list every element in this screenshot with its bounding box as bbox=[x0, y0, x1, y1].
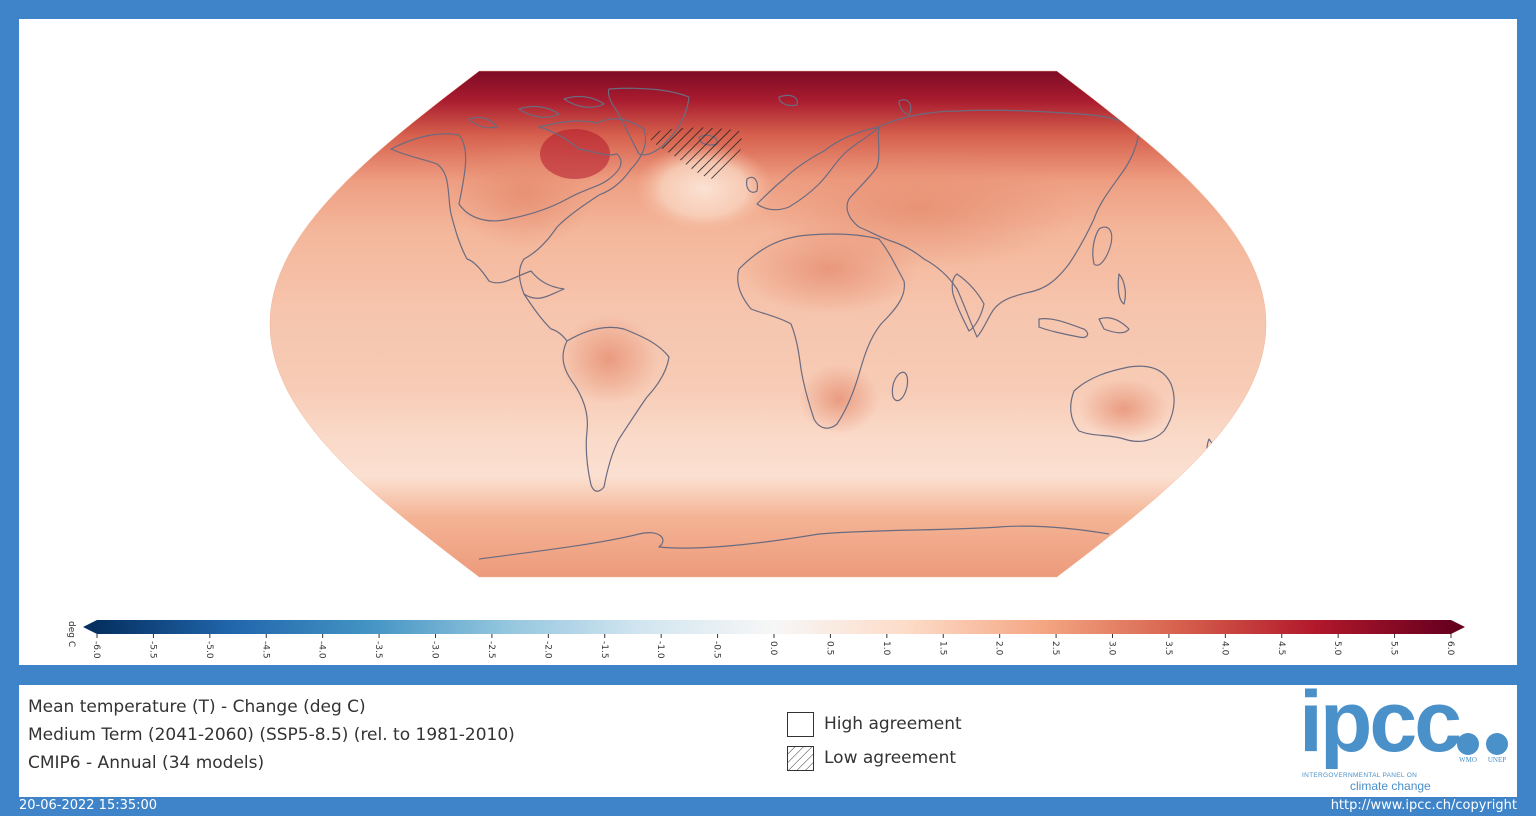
colorbar-tick-label: 6.0 bbox=[1445, 641, 1455, 656]
colorbar-tick-label: 4.5 bbox=[1276, 641, 1286, 655]
ipcc-subtitle: INTERGOVERNMENTAL PANEL ON bbox=[1302, 772, 1418, 779]
colorbar-tick-label: -1.0 bbox=[655, 641, 665, 659]
low-agreement-label: Low agreement bbox=[824, 748, 957, 768]
colorbar-tick-label: 3.0 bbox=[1107, 641, 1117, 656]
temperature-field bbox=[270, 71, 1266, 577]
colorbar: deg C -6.0 -5.5 -5.0 -4.5 -4.0 -3.5 -3.0 -2.5 -2… bbox=[66, 620, 1465, 659]
colorbar-tick-label: -1.5 bbox=[599, 641, 609, 659]
info-panel: Mean temperature (T) - Change (deg C) Me… bbox=[19, 679, 1517, 797]
colorbar-tick-label: -4.5 bbox=[260, 641, 270, 659]
ipcc-logo: ipcc INTERGOVERNMENTAL PANEL ON climate … bbox=[1299, 679, 1508, 797]
colorbar-tick-label: 0.0 bbox=[768, 641, 778, 656]
dataset-info: CMIP6 - Annual (34 models) bbox=[28, 753, 265, 773]
colorbar-tick-label: -3.5 bbox=[373, 641, 383, 659]
colorbar-max-extend bbox=[1451, 620, 1465, 634]
high-agreement-label: High agreement bbox=[824, 714, 962, 734]
wmo-emblem-icon bbox=[1457, 733, 1479, 755]
map-panel: deg C -6.0 -5.5 -5.0 -4.5 -4.0 -3.5 -3.0 -2.5 -2… bbox=[19, 19, 1517, 665]
low-agreement-swatch bbox=[787, 745, 814, 771]
north-atlantic-warming-hole bbox=[634, 144, 774, 234]
ipcc-wordmark: ipcc bbox=[1299, 674, 1462, 770]
colorbar-tick-label: 1.0 bbox=[881, 641, 891, 656]
colorbar-tick-label: -2.0 bbox=[542, 641, 552, 659]
wmo-logo: WMO bbox=[1454, 733, 1482, 764]
colorbar-tick-label: -2.5 bbox=[486, 641, 496, 659]
legend-low-agreement: Low agreement bbox=[787, 745, 956, 771]
colorbar-tick-label: -4.0 bbox=[317, 641, 327, 659]
colorbar-gradient bbox=[97, 620, 1451, 634]
ipcc-tagline: climate change bbox=[1350, 779, 1431, 793]
colorbar-tick-label: 2.0 bbox=[994, 641, 1004, 656]
colorbar-tick-label: 3.5 bbox=[1163, 641, 1173, 655]
timestamp: 20-06-2022 15:35:00 bbox=[19, 798, 158, 813]
colorbar-min-extend bbox=[83, 620, 97, 634]
colorbar-tick-label: -5.0 bbox=[204, 641, 214, 659]
colorbar-tick-label: 2.5 bbox=[1050, 641, 1060, 655]
unep-logo: UNEP bbox=[1483, 733, 1511, 764]
colorbar-tick-label: 1.5 bbox=[937, 641, 947, 655]
legend-high-agreement: High agreement bbox=[787, 711, 962, 737]
world-map: deg C -6.0 -5.5 -5.0 -4.5 -4.0 -3.5 -3.0 -2.5 -2… bbox=[66, 70, 1465, 659]
high-agreement-swatch bbox=[787, 711, 814, 737]
colorbar-tick-label: 4.0 bbox=[1219, 641, 1229, 656]
colorbar-tick-label: 5.5 bbox=[1389, 641, 1399, 655]
unep-emblem-icon bbox=[1486, 733, 1508, 755]
colorbar-tick-label: 5.0 bbox=[1332, 641, 1342, 656]
colorbar-tick-label: -6.0 bbox=[91, 641, 101, 659]
colorbar-unit-label: deg C bbox=[66, 621, 76, 647]
coastlines bbox=[390, 87, 1217, 560]
colorbar-tick-label: -5.5 bbox=[147, 641, 157, 659]
period-scenario: Medium Term (2041-2060) (SSP5-8.5) (rel.… bbox=[28, 725, 515, 745]
copyright-link[interactable]: http://www.ipcc.ch/copyright bbox=[1330, 798, 1517, 813]
colorbar-tick-label: -0.5 bbox=[712, 641, 722, 659]
colorbar-tick-label: -3.0 bbox=[430, 641, 440, 659]
low-agreement-hatching bbox=[647, 127, 742, 180]
colorbar-tick-label: 0.5 bbox=[824, 641, 834, 655]
variable-title: Mean temperature (T) - Change (deg C) bbox=[28, 697, 366, 717]
